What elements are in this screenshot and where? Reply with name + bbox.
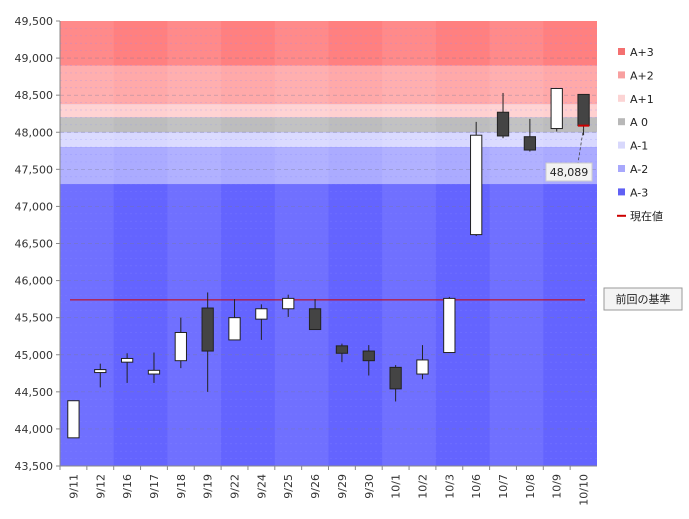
y-tick-label: 44,500 [15, 386, 54, 399]
reference-label-box [603, 287, 683, 311]
candle-body [335, 345, 349, 354]
legend-swatch [618, 188, 625, 196]
x-tick-label: 10/10 [578, 474, 591, 506]
x-tick-label: 9/19 [202, 474, 215, 499]
candle-body [228, 317, 241, 341]
x-tick-label: 9/12 [94, 474, 107, 499]
x-tick-label: 9/22 [229, 474, 242, 499]
candle-body [174, 332, 187, 362]
y-axis-ticks: 43,500 44,000 44,500 45,000 45,500 46,000 46,5… [15, 15, 60, 473]
candle-body [470, 134, 483, 236]
x-tick-label: 10/6 [470, 474, 483, 499]
legend-swatch [618, 165, 625, 172]
x-tick-label: 10/7 [497, 474, 510, 499]
current-value-label: 48,089 [550, 166, 589, 179]
x-tick-label: 9/17 [148, 474, 161, 499]
candle-body [550, 87, 563, 130]
current-value-leader [577, 127, 584, 164]
x-tick-label: 9/29 [336, 474, 349, 499]
band-Aplus2 [60, 65, 597, 105]
legend-swatch [618, 118, 625, 126]
legend-label: A-3 [630, 186, 648, 199]
legend-label: A-1 [630, 140, 648, 153]
candle-body [577, 93, 590, 127]
legend-swatch [618, 48, 625, 55]
y-tick-label: 46,500 [15, 238, 54, 251]
current-value-marker: 48,089 [545, 124, 593, 182]
band-Aminus1 [60, 132, 597, 148]
y-tick-label: 43,500 [15, 460, 54, 473]
y-tick-label: 45,000 [15, 349, 54, 362]
y-tick-label: 49,500 [15, 15, 54, 28]
current-value-box [545, 162, 593, 182]
y-tick-label: 46,000 [15, 275, 54, 288]
band-Aminus3 [60, 184, 597, 466]
band-A0 [60, 117, 597, 133]
x-tick-label: 9/18 [175, 474, 188, 499]
y-tick-label: 47,500 [15, 163, 54, 176]
legend-swatch [618, 71, 625, 79]
candle-body [147, 369, 161, 375]
x-tick-label: 9/25 [282, 474, 295, 499]
x-tick-label: 9/24 [255, 474, 268, 499]
x-tick-label: 9/26 [309, 474, 322, 499]
candle-body [389, 366, 402, 390]
candle-body [255, 308, 268, 320]
candles [67, 87, 590, 439]
candle-body [443, 297, 456, 354]
legend-label: A 0 [630, 116, 648, 129]
legend-label: A+1 [630, 93, 654, 106]
y-tick-label: 49,000 [15, 52, 54, 65]
band-Aminus2 [60, 147, 597, 185]
legend-label: A+3 [630, 46, 654, 59]
band-Aplus1 [60, 104, 597, 118]
x-tick-label: 10/9 [551, 474, 564, 499]
legend-label: A+2 [630, 69, 654, 82]
x-tick-label: 10/8 [524, 474, 537, 499]
x-tick-label: 10/3 [443, 474, 456, 499]
x-tick-label: 9/11 [67, 474, 80, 499]
candle-body [523, 136, 537, 151]
x-axis-ticks: 9/11 9/12 9/16 9/17 9/18 9/19 9/22 9/24 9/25 9/26… [59, 466, 591, 506]
x-tick-label: 9/30 [363, 474, 376, 499]
candle-body [416, 359, 429, 375]
candle-body [94, 369, 107, 374]
legend-swatch [618, 94, 625, 102]
y-tick-label: 45,500 [15, 312, 54, 325]
legend-label: 現在値 [630, 210, 663, 223]
y-tick-label: 48,000 [15, 126, 54, 139]
candle-body [496, 111, 510, 137]
legend: A+3 A+2 A+1 A 0 A-1 A-2 A-3 現在値 [617, 46, 663, 223]
y-tick-label: 47,000 [15, 200, 54, 213]
candle-body [201, 307, 214, 352]
candle-body [67, 400, 80, 439]
candle-body [362, 350, 375, 362]
legend-label: A-2 [630, 163, 648, 176]
previous-reference-callout: 前回の基準 [603, 287, 683, 311]
gridlines [60, 28, 597, 459]
y-tick-label: 44,000 [15, 423, 54, 436]
candle-body [282, 297, 295, 310]
legend-swatch [618, 141, 625, 149]
y-tick-label: 48,500 [15, 89, 54, 102]
reference-label: 前回の基準 [616, 292, 671, 306]
x-tick-label: 10/2 [416, 474, 429, 499]
x-tick-label: 9/16 [121, 474, 134, 499]
x-tick-label: 10/1 [390, 474, 403, 499]
candle-body [308, 308, 322, 331]
candle-body [120, 357, 134, 363]
